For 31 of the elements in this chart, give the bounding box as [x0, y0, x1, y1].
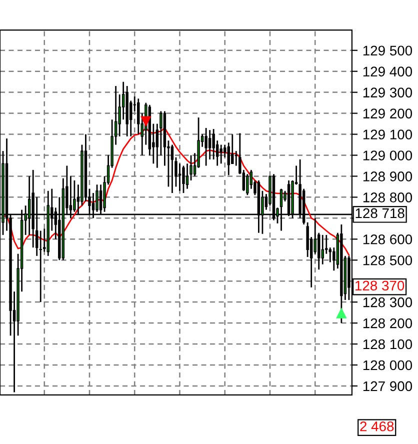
- candlestick: [246, 173, 249, 196]
- y-tick-label: 128 600: [363, 234, 412, 244]
- candlestick: [137, 98, 140, 135]
- y-tick-label: 129 300: [363, 88, 412, 98]
- candlestick: [231, 134, 234, 164]
- candlestick: [182, 165, 185, 194]
- candlestick: [220, 144, 222, 164]
- y-tick-label: 128 000: [363, 360, 412, 370]
- y-tick-label: 128 300: [363, 297, 412, 308]
- y-tick-label: 128 500: [363, 255, 412, 266]
- candlestick: [186, 162, 189, 190]
- y-tick-label: 129 400: [363, 66, 412, 77]
- y-tick-label: 128 100: [363, 339, 412, 350]
- y-tick-label: 127 900: [363, 381, 412, 392]
- y-tick-label: 129 200: [363, 108, 412, 118]
- candlestick: [321, 234, 324, 265]
- ref-line-label: 128 718: [356, 208, 404, 218]
- candlestick: [314, 217, 316, 255]
- y-tick-label: 129 500: [363, 46, 412, 56]
- candlestick: [208, 129, 212, 160]
- y-tick-label: 129 000: [363, 150, 412, 160]
- candlestick: [170, 144, 174, 194]
- candlestick: [39, 230, 42, 303]
- text: 128 370: [356, 280, 404, 291]
- y-tick-label: 128 900: [363, 172, 412, 182]
- y-tick-label: 129 100: [363, 130, 412, 140]
- y-tick-label: 128 800: [363, 192, 412, 202]
- candlestick: [204, 127, 208, 166]
- text: 2 468: [360, 421, 394, 432]
- y-tick-label: 128 200: [363, 318, 412, 328]
- candlestick: [178, 162, 182, 192]
